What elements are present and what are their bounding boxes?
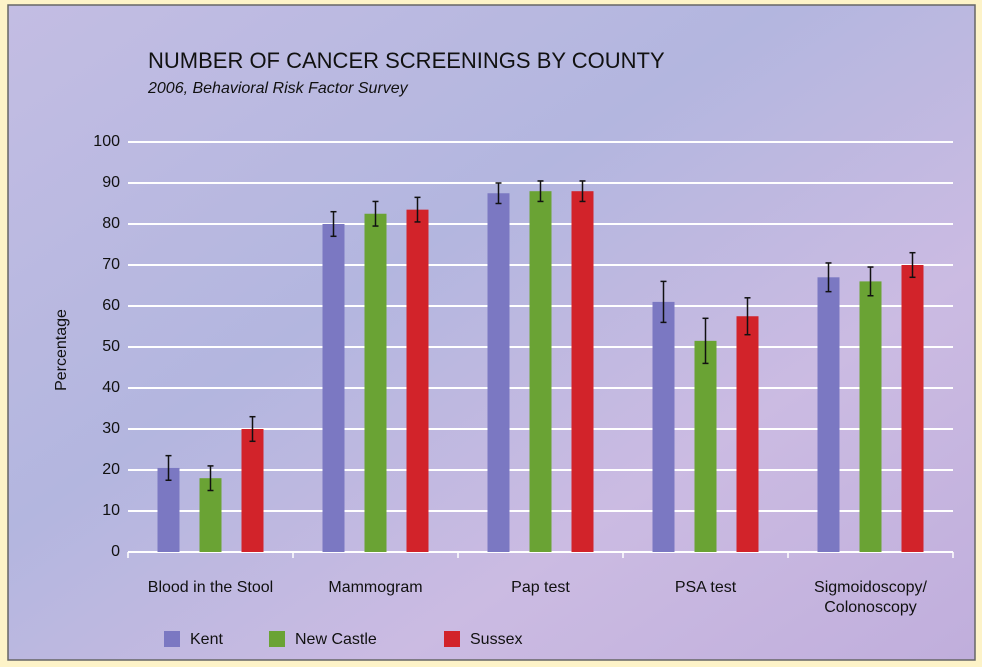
error-bar: [702, 317, 709, 365]
error-bar: [372, 200, 379, 227]
x-tick-label: Blood in the Stool: [147, 579, 274, 596]
y-tick-label: 80: [102, 215, 120, 232]
error-bar: [249, 415, 256, 443]
y-tick-label: 20: [102, 461, 120, 478]
bar: [694, 340, 717, 552]
y-tick-label: 10: [102, 502, 120, 519]
error-bar: [414, 196, 421, 223]
x-tick-label: Sigmoidoscopy/ Colonoscopy: [814, 579, 927, 616]
legend-swatch: [164, 631, 180, 647]
y-axis-label: Percentage: [53, 309, 70, 391]
x-tick-label: Mammogram: [328, 579, 423, 596]
chart-subtitle: 2006, Behavioral Risk Factor Survey: [147, 80, 409, 97]
error-bar: [207, 465, 214, 492]
bar: [901, 265, 924, 552]
legend-label: New Castle: [295, 631, 377, 648]
bar: [241, 429, 264, 552]
error-bar: [579, 180, 586, 203]
bar: [487, 193, 510, 552]
error-bar: [165, 454, 172, 481]
bar: [529, 191, 552, 552]
bar: [364, 213, 387, 552]
bar: [736, 316, 759, 552]
error-bar: [660, 280, 667, 324]
y-tick-label: 50: [102, 338, 120, 355]
bar: [859, 281, 882, 552]
legend-label: Sussex: [470, 631, 522, 648]
y-tick-label: 100: [93, 133, 120, 150]
legend-swatch: [269, 631, 285, 647]
y-tick-label: 0: [111, 543, 120, 560]
x-tick-label: PSA test: [674, 579, 737, 596]
error-bar: [825, 262, 832, 293]
x-tick-label: Pap test: [511, 579, 570, 596]
error-bar: [909, 251, 916, 279]
bar: [199, 478, 222, 552]
bar: [652, 301, 675, 552]
y-tick-label: 30: [102, 420, 120, 437]
error-bar: [330, 210, 337, 238]
y-tick-label: 90: [102, 174, 120, 191]
error-bar: [537, 180, 544, 203]
bar: [157, 467, 180, 552]
bar: [322, 224, 345, 552]
error-bar: [744, 297, 751, 336]
error-bar: [495, 182, 502, 205]
bar: [817, 277, 840, 552]
bar: [571, 191, 594, 552]
y-tick-label: 70: [102, 256, 120, 273]
chart-title: NUMBER OF CANCER SCREENINGS BY COUNTY: [148, 48, 665, 73]
legend-label: Kent: [190, 631, 223, 648]
bar: [406, 209, 429, 552]
error-bar: [867, 266, 874, 297]
y-tick-label: 40: [102, 379, 120, 396]
legend-swatch: [444, 631, 460, 647]
y-tick-label: 60: [102, 297, 120, 314]
